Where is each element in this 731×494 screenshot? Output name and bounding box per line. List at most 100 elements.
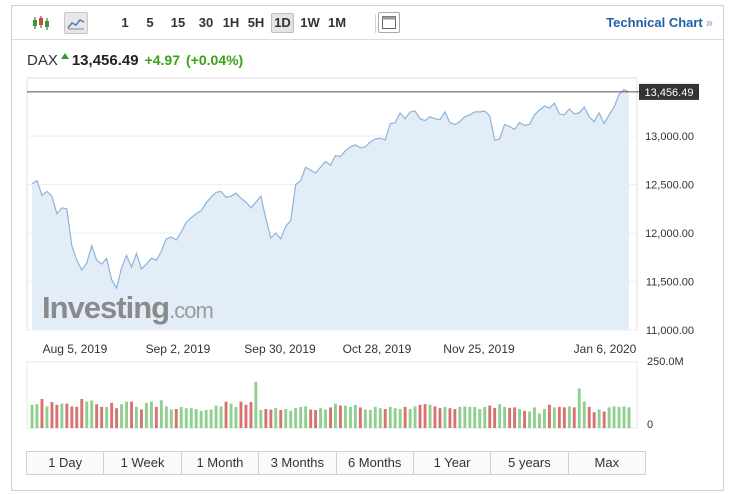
volume-bar: [592, 412, 596, 428]
volume-bar: [398, 409, 402, 428]
volume-bar: [314, 410, 317, 428]
volume-bar: [408, 409, 412, 428]
volume-bar: [284, 409, 288, 428]
volume-bar: [478, 409, 482, 428]
date-tick-label: Sep 2, 2019: [146, 342, 211, 356]
volume-bar: [428, 404, 432, 428]
volume-bar: [582, 401, 586, 428]
range-3-months[interactable]: 3 Months: [259, 452, 337, 474]
volume-bar: [30, 404, 34, 428]
volume-bar: [130, 401, 133, 428]
range-1-month[interactable]: 1 Month: [182, 452, 260, 474]
volume-bar: [548, 404, 551, 428]
range-1-year[interactable]: 1 Year: [414, 452, 492, 474]
volume-bar: [468, 406, 472, 428]
interval-1-month[interactable]: 1M: [327, 15, 347, 30]
candlestick-icon[interactable]: [29, 12, 53, 34]
volume-bar: [164, 406, 168, 428]
price-change: +4.97: [144, 52, 181, 68]
volume-bar: [513, 407, 516, 428]
last-price-tag: [639, 83, 699, 100]
volume-bar: [40, 399, 44, 428]
volume-bar: [368, 410, 372, 428]
volume-bar: [204, 410, 208, 428]
volume-bar: [75, 406, 79, 428]
volume-bar: [518, 409, 521, 428]
volume-bar: [80, 399, 84, 428]
interval-1-minute[interactable]: 1: [121, 15, 129, 30]
volume-bar: [224, 401, 228, 428]
range-1-day[interactable]: 1 Day: [27, 452, 105, 474]
volume-bar: [577, 388, 581, 428]
volume-bar: [627, 409, 631, 428]
volume-bar: [413, 406, 417, 428]
volume-bar: [339, 405, 342, 428]
technical-chart-link[interactable]: Technical Chart»: [606, 15, 713, 30]
volume-bar: [65, 403, 69, 428]
volume-bar: [418, 404, 422, 428]
volume-bar: [289, 410, 293, 428]
volume-bar: [324, 409, 327, 428]
interval-5-hours[interactable]: 5H: [247, 15, 265, 30]
volume-bar: [363, 409, 367, 428]
volume-bar: [587, 406, 591, 428]
range-max[interactable]: Max: [594, 455, 620, 470]
volume-bar: [528, 411, 531, 428]
toolbar-divider: [375, 14, 376, 33]
volume-bar: [523, 410, 526, 428]
volume-bar: [110, 402, 114, 428]
volume-bar: [219, 406, 223, 428]
range-1-week[interactable]: 1 Week: [104, 452, 182, 474]
volume-bar: [388, 406, 392, 428]
quote-header: DAX 13,456.49 +4.97 (+0.04%): [27, 52, 243, 69]
price-tick-label: 11,500.00: [646, 277, 694, 289]
volume-bar: [562, 407, 566, 428]
volume-bar: [239, 401, 243, 428]
volume-bar: [184, 408, 188, 428]
volume-bar: [90, 400, 94, 428]
volume-bar: [55, 404, 59, 428]
volume-bar: [503, 406, 507, 428]
volume-bar: [70, 406, 74, 428]
volume-bar: [45, 406, 49, 428]
volume-bar: [209, 409, 213, 428]
volume-bar: [100, 406, 104, 428]
date-tick-label: Aug 5, 2019: [43, 342, 108, 356]
investing-watermark: Investing.com: [42, 290, 213, 325]
interval-1-day[interactable]: 1D: [271, 13, 294, 33]
volume-bar: [294, 407, 298, 428]
volume-bar: [169, 409, 173, 428]
interval-15-minutes[interactable]: 15: [170, 15, 186, 30]
range-6-months[interactable]: 6 Months: [337, 452, 414, 474]
window-icon[interactable]: [378, 12, 400, 33]
interval-1-hour[interactable]: 1H: [222, 15, 240, 30]
range-5-years[interactable]: 5 years: [491, 452, 569, 474]
volume-bar: [353, 404, 357, 428]
volume-bar: [140, 409, 143, 428]
technical-chart-label: Technical Chart: [606, 15, 703, 30]
price-area: [32, 89, 629, 330]
volume-bar: [309, 409, 313, 428]
interval-1-week[interactable]: 1W: [300, 15, 320, 30]
volume-bar: [448, 408, 452, 428]
interval-5-minutes[interactable]: 5: [146, 15, 154, 30]
double-chevron-right-icon: »: [705, 15, 713, 30]
volume-bar: [194, 409, 198, 428]
date-tick-label: Nov 25, 2019: [443, 342, 515, 356]
volume-bar: [378, 408, 382, 428]
volume-bar: [299, 406, 303, 428]
volume-bar: [174, 409, 178, 428]
volume-bar: [85, 401, 89, 428]
interval-30-minutes[interactable]: 30: [198, 15, 214, 30]
chart-widget-frame: [11, 5, 724, 491]
price-tick-label: 12,000.00: [645, 228, 694, 240]
area-chart-icon[interactable]: [64, 12, 88, 34]
volume-bar: [274, 407, 278, 428]
volume-bar: [125, 401, 128, 428]
volume-bar: [383, 409, 387, 428]
date-tick-label: Jan 6, 2020: [574, 342, 637, 356]
last-price-tag-label: 13,456.49: [645, 87, 694, 99]
volume-bar: [488, 405, 492, 428]
volume-bar: [358, 407, 362, 428]
